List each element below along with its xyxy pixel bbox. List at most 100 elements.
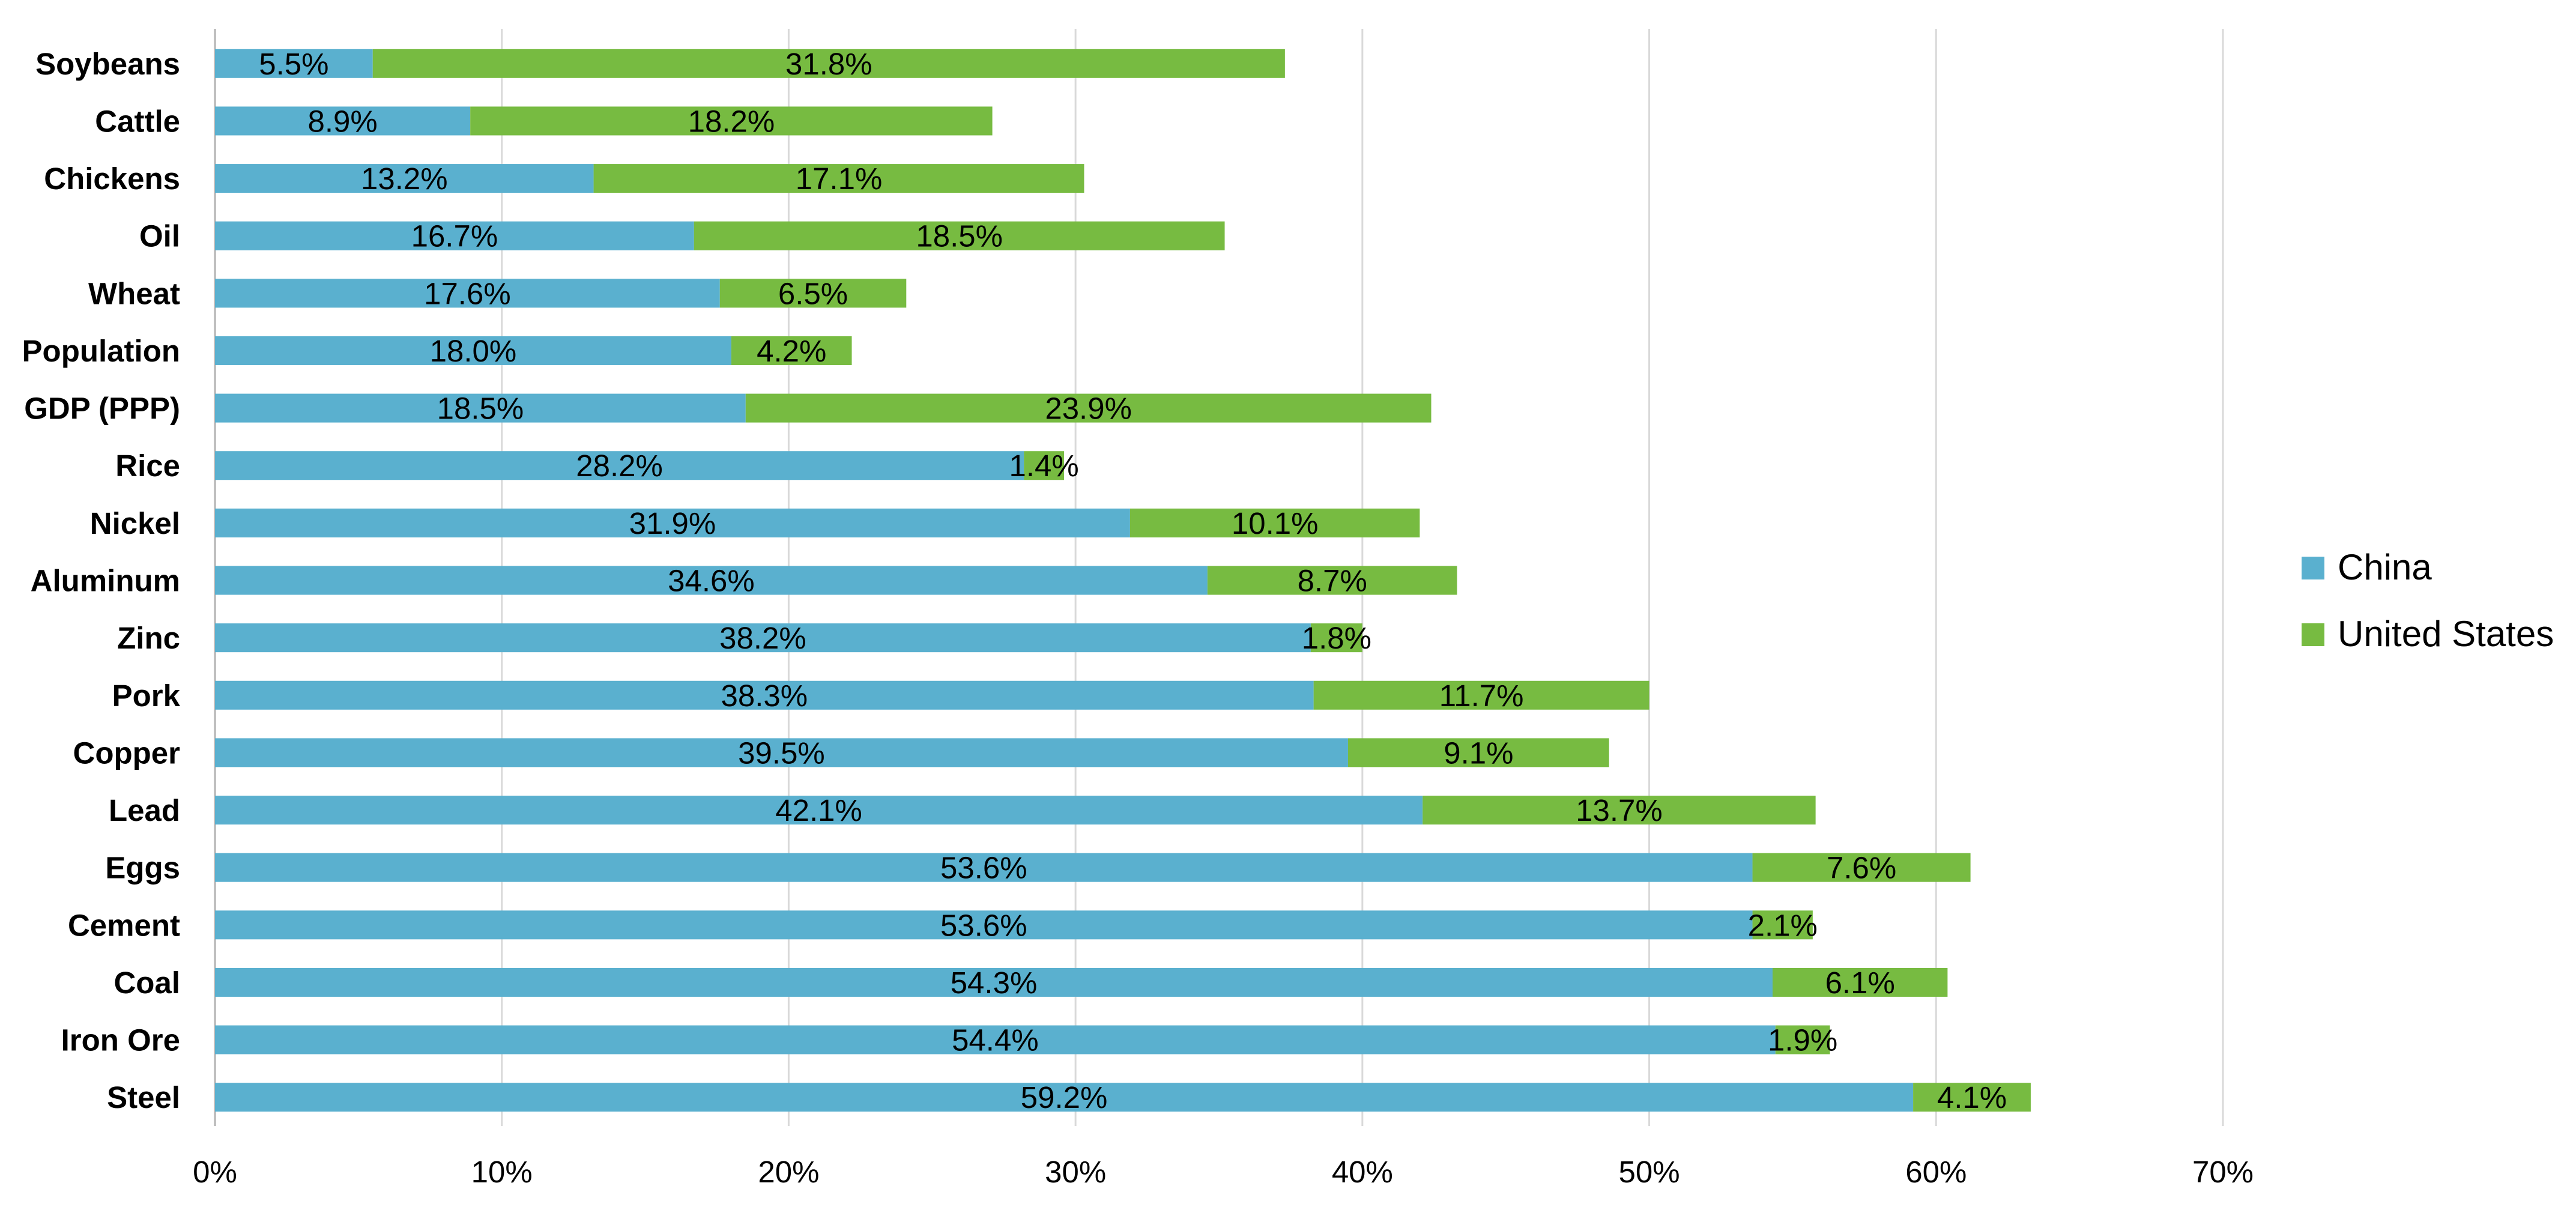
data-label-united-states-iron-ore: 1.9% [1768,1023,1837,1057]
x-tick-label: 50% [1619,1155,1680,1189]
category-label-zinc: Zinc [117,621,180,655]
data-label-china-pork: 38.3% [721,679,808,713]
category-label-population: Population [22,334,180,368]
data-label-china-aluminum: 34.6% [668,564,755,598]
data-label-china-cement: 53.6% [940,908,1027,942]
bar-china-rice [215,451,1024,480]
category-labels: Soybeans Cattle Chickens Oil Wheat Population… [22,47,181,1115]
data-label-united-states-pork: 11.7% [1439,679,1524,713]
category-label-cattle: Cattle [95,104,180,138]
data-label-united-states-population: 4.2% [757,334,826,368]
bar-china-pork [215,680,1314,710]
bar-united-states-coal [1772,967,1948,997]
bar-china-chickens [215,164,594,193]
category-label-iron-ore: Iron Ore [61,1023,180,1057]
x-tick-label: 0% [193,1155,237,1189]
legend-swatch-united-states [2302,623,2324,646]
data-label-china-zinc: 38.2% [719,621,806,655]
category-label-steel: Steel [107,1080,180,1115]
bar-united-states-gdp-ppp [745,393,1432,423]
category-label-chickens: Chickens [44,162,180,196]
data-label-united-states-coal: 6.1% [1825,966,1895,1000]
data-label-china-nickel: 31.9% [629,506,716,540]
bar-united-states-lead [1423,796,1816,825]
bar-china-oil [215,221,694,250]
category-label-wheat: Wheat [88,276,180,310]
data-label-china-soybeans: 5.5% [259,47,328,81]
data-label-united-states-wheat: 6.5% [778,276,848,310]
data-label-china-iron-ore: 54.4% [952,1023,1039,1057]
legend-label-china: China [2338,547,2432,587]
x-tick-label: 30% [1045,1155,1106,1189]
bar-china-population [215,336,731,365]
category-label-gdp-ppp: GDP (PPP) [24,392,180,426]
bar-united-states-eggs [1752,853,1971,882]
category-label-coal: Coal [113,966,180,1000]
bar-united-states-chickens [593,164,1084,193]
data-label-china-rice: 28.2% [576,449,663,483]
category-label-pork: Pork [112,679,181,713]
bar-china-lead [215,796,1423,825]
bar-china-wheat [215,279,720,308]
data-label-china-gdp-ppp: 18.5% [437,392,524,426]
bar-united-states-zinc [1310,623,1362,653]
category-label-aluminum: Aluminum [31,564,180,598]
bar-china-nickel [215,508,1130,537]
bar-china-soybeans [215,49,373,78]
bar-china-iron-ore [215,1025,1776,1054]
data-label-china-copper: 39.5% [738,736,825,770]
data-label-china-cattle: 8.9% [307,104,377,138]
x-tick-label: 60% [1905,1155,1967,1189]
category-label-oil: Oil [139,219,180,253]
category-label-lead: Lead [109,793,180,827]
x-tick-label: 10% [471,1155,533,1189]
data-label-united-states-chickens: 17.1% [796,162,883,196]
bar-united-states-population [731,336,852,365]
category-label-eggs: Eggs [105,851,180,885]
legend-swatch-china [2302,557,2324,579]
x-tick-label: 20% [758,1155,819,1189]
bar-china-steel [215,1083,1914,1112]
data-label-china-chickens: 13.2% [361,162,448,196]
bars: 5.5% 31.8% 8.9% 18.2% 13.2% 17.1% 16.7% 18.5% 17… [215,47,2031,1115]
data-label-united-states-copper: 9.1% [1444,736,1513,770]
bar-united-states-pork [1313,680,1649,710]
data-label-united-states-steel: 4.1% [1937,1080,2007,1115]
data-label-united-states-zinc: 1.8% [1302,621,1371,655]
bar-china-zinc [215,623,1311,653]
bar-china-cement [215,910,1753,940]
data-label-united-states-gdp-ppp: 23.9% [1045,392,1132,426]
data-label-united-states-aluminum: 8.7% [1298,564,1367,598]
data-label-china-oil: 16.7% [411,219,498,253]
data-label-united-states-rice: 1.4% [1009,449,1078,483]
x-axis-ticks: 0% 10% 20% 30% 40% 50% 60% 70% [193,1155,2254,1189]
bar-china-cattle [215,106,471,136]
bar-china-gdp-ppp [215,393,746,423]
bar-china-eggs [215,853,1753,882]
data-label-china-wheat: 17.6% [424,276,511,310]
data-label-china-steel: 59.2% [1021,1080,1108,1115]
bar-china-aluminum [215,566,1208,595]
category-label-cement: Cement [68,908,180,942]
data-label-united-states-nickel: 10.1% [1232,506,1319,540]
bar-united-states-cement [1752,910,1813,940]
legend: China United States [2302,547,2554,654]
data-label-united-states-eggs: 7.6% [1827,851,1896,885]
data-label-china-eggs: 53.6% [940,851,1027,885]
data-label-china-population: 18.0% [430,334,517,368]
data-label-united-states-oil: 18.5% [916,219,1003,253]
data-label-united-states-cement: 2.1% [1748,908,1818,942]
data-label-united-states-lead: 13.7% [1576,793,1663,827]
bar-united-states-copper [1347,738,1609,767]
bar-china-coal [215,967,1773,997]
category-label-soybeans: Soybeans [35,47,180,81]
bar-united-states-nickel [1129,508,1420,537]
data-label-united-states-soybeans: 31.8% [785,47,872,81]
data-label-china-lead: 42.1% [775,793,862,827]
bar-united-states-steel [1913,1083,2031,1112]
x-tick-label: 40% [1332,1155,1393,1189]
bar-united-states-aluminum [1207,566,1457,595]
x-tick-label: 70% [2192,1155,2254,1189]
category-label-nickel: Nickel [90,506,180,540]
